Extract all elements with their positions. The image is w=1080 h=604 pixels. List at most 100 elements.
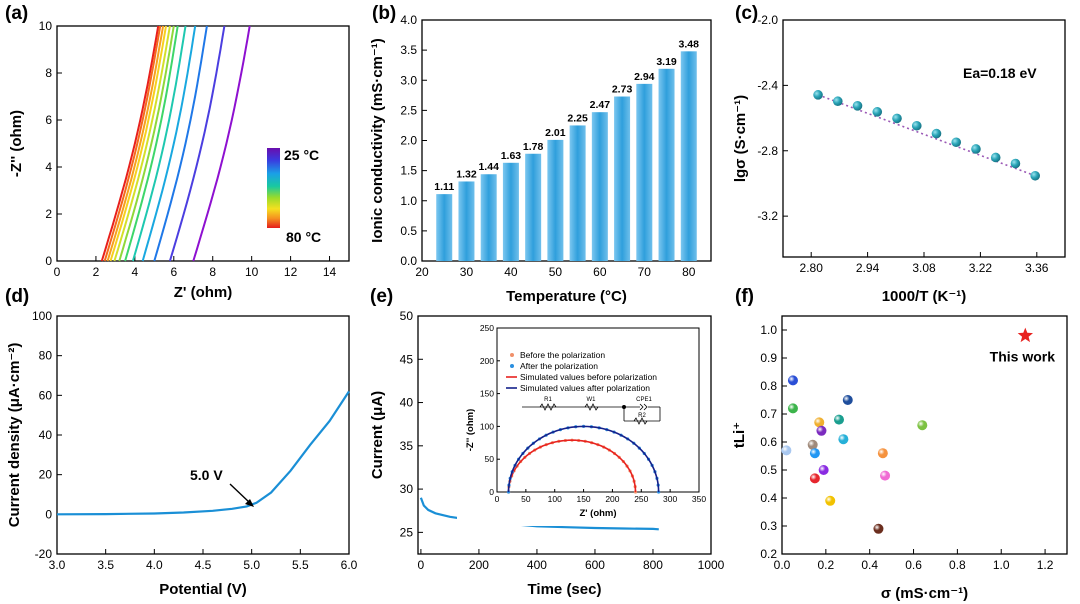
x-axis-label: σ (mS·cm⁻¹) bbox=[881, 585, 968, 602]
x-tick-label: 1000 bbox=[698, 558, 725, 572]
circuit-cpe1 bbox=[639, 403, 648, 411]
y-tick-label: 60 bbox=[39, 388, 53, 402]
circuit-w1 bbox=[584, 403, 599, 411]
inset-x-tick-label: 200 bbox=[605, 494, 619, 504]
inset-x-tick-label: 300 bbox=[663, 494, 677, 504]
y-tick-label: 25 bbox=[400, 525, 414, 539]
panel-a: (a) 0 2 4 6 8 10 12 14 0 2 4 6 8 10 Z' (ohm) -Z'' (ohm) 2… bbox=[5, 3, 350, 301]
x-tick-label: 200 bbox=[469, 558, 489, 572]
y-axis-label: Current density (μA·cm⁻²) bbox=[6, 343, 23, 528]
y-axis-label: Ionic conductivity (mS·cm⁻¹) bbox=[369, 38, 386, 243]
inset-x-tick-label: 150 bbox=[576, 494, 590, 504]
y-tick-label: 10 bbox=[39, 19, 53, 33]
panel-label: (d) bbox=[5, 286, 29, 307]
plot-frame bbox=[781, 315, 1068, 555]
inset-frame bbox=[496, 327, 700, 493]
bar-30 bbox=[458, 181, 475, 261]
bar-value-label: 3.19 bbox=[656, 56, 677, 68]
plot-frame bbox=[782, 19, 1066, 258]
x-tick-label: 8 bbox=[209, 265, 216, 279]
data-point bbox=[852, 101, 863, 111]
data-point bbox=[813, 90, 823, 100]
bar-45 bbox=[525, 153, 542, 261]
bar-value-label: 1.11 bbox=[434, 181, 454, 193]
literature-point bbox=[877, 448, 888, 459]
x-tick-label: 4.0 bbox=[146, 558, 163, 572]
literature-point bbox=[816, 425, 827, 436]
legend-label: Simulated values before polarization bbox=[520, 372, 657, 382]
y-tick-label: 80 bbox=[39, 349, 53, 363]
x-tick-label: 0.8 bbox=[949, 558, 966, 572]
y-tick-label: 0.8 bbox=[760, 379, 777, 393]
data-point bbox=[892, 113, 902, 124]
legend-label: Before the polarization bbox=[520, 350, 605, 360]
circuit-label: R1 bbox=[544, 397, 552, 403]
x-tick-label: 20 bbox=[415, 265, 429, 279]
x-tick-label: 60 bbox=[593, 265, 607, 279]
y-tick-label: 4 bbox=[45, 160, 52, 174]
panel-label: (c) bbox=[735, 3, 758, 24]
y-tick-label: 0.6 bbox=[760, 435, 777, 449]
y-tick-label: 50 bbox=[400, 309, 414, 323]
inset-x-tick-label: 100 bbox=[548, 494, 562, 504]
panel-d: (d) 3.0 3.5 4.0 4.5 5.0 5.5 6.0 -20 0 20 40 60 80 100 P… bbox=[5, 286, 358, 598]
annotation-arrow bbox=[229, 483, 251, 504]
colorbar bbox=[267, 148, 280, 228]
panel-label: (b) bbox=[372, 3, 396, 24]
lsv-curve bbox=[56, 390, 350, 516]
y-tick-label: -2.8 bbox=[757, 144, 778, 158]
x-tick-label: 0.0 bbox=[774, 558, 791, 572]
literature-point bbox=[825, 495, 836, 506]
y-tick-label: 0 bbox=[45, 254, 52, 268]
bar-value-label: 1.78 bbox=[523, 141, 544, 153]
x-tick-label: 0 bbox=[54, 265, 61, 279]
y-tick-label: -3.2 bbox=[757, 209, 778, 223]
plot-frame bbox=[56, 25, 350, 262]
x-tick-label: 1.2 bbox=[1037, 558, 1054, 572]
y-tick-label: 40 bbox=[400, 396, 414, 410]
bar-value-label: 2.94 bbox=[634, 71, 655, 83]
y-tick-label: -2.4 bbox=[757, 78, 778, 92]
panel-label: (f) bbox=[735, 286, 754, 307]
bar-75 bbox=[658, 68, 675, 262]
nyquist-curve-50C bbox=[124, 25, 179, 262]
x-tick-label: 5.0 bbox=[243, 558, 260, 572]
x-tick-label: 800 bbox=[643, 558, 663, 572]
x-tick-label: 3.36 bbox=[1025, 261, 1049, 275]
bar-value-label: 1.44 bbox=[478, 161, 499, 173]
y-tick-label: 0.9 bbox=[760, 351, 777, 365]
y-tick-label: 2.0 bbox=[400, 134, 417, 148]
panel-label: (e) bbox=[370, 286, 393, 307]
colorbar-top-label: 25 °C bbox=[284, 147, 319, 163]
y-tick-label: -20 bbox=[35, 547, 53, 561]
literature-point bbox=[787, 403, 798, 414]
bar-35 bbox=[480, 174, 497, 261]
bar-65 bbox=[614, 96, 631, 261]
bar-70 bbox=[636, 83, 653, 262]
x-tick-label: 5.5 bbox=[292, 558, 309, 572]
nyquist-curve-70C bbox=[106, 25, 165, 262]
nyquist-curve-45C bbox=[131, 25, 187, 262]
x-tick-label: 2.94 bbox=[856, 261, 880, 275]
data-point bbox=[931, 128, 942, 139]
y-tick-label: 45 bbox=[400, 352, 414, 366]
x-tick-label: 6 bbox=[170, 265, 177, 279]
y-tick-label: 30 bbox=[400, 482, 414, 496]
x-axis-label: Time (sec) bbox=[528, 581, 602, 598]
nyquist-curve-80C bbox=[100, 25, 160, 262]
x-axis-label: Z' (ohm) bbox=[174, 284, 233, 301]
literature-point bbox=[917, 420, 928, 431]
y-tick-label: 8 bbox=[45, 66, 52, 80]
literature-point bbox=[842, 395, 853, 405]
this-work-label: This work bbox=[990, 349, 1056, 365]
inset-x-axis-label: Z' (ohm) bbox=[579, 508, 616, 519]
x-tick-label: 80 bbox=[682, 265, 696, 279]
bar-value-label: 2.25 bbox=[567, 112, 588, 124]
circuit-node bbox=[622, 405, 626, 409]
inset-x-tick-label: 50 bbox=[521, 494, 531, 504]
x-tick-label: 4.5 bbox=[195, 558, 212, 572]
y-tick-label: 0.7 bbox=[760, 407, 777, 421]
annotation-arrowhead bbox=[245, 499, 254, 507]
literature-point bbox=[880, 470, 891, 481]
y-axis-label: -Z'' (ohm) bbox=[8, 110, 25, 177]
